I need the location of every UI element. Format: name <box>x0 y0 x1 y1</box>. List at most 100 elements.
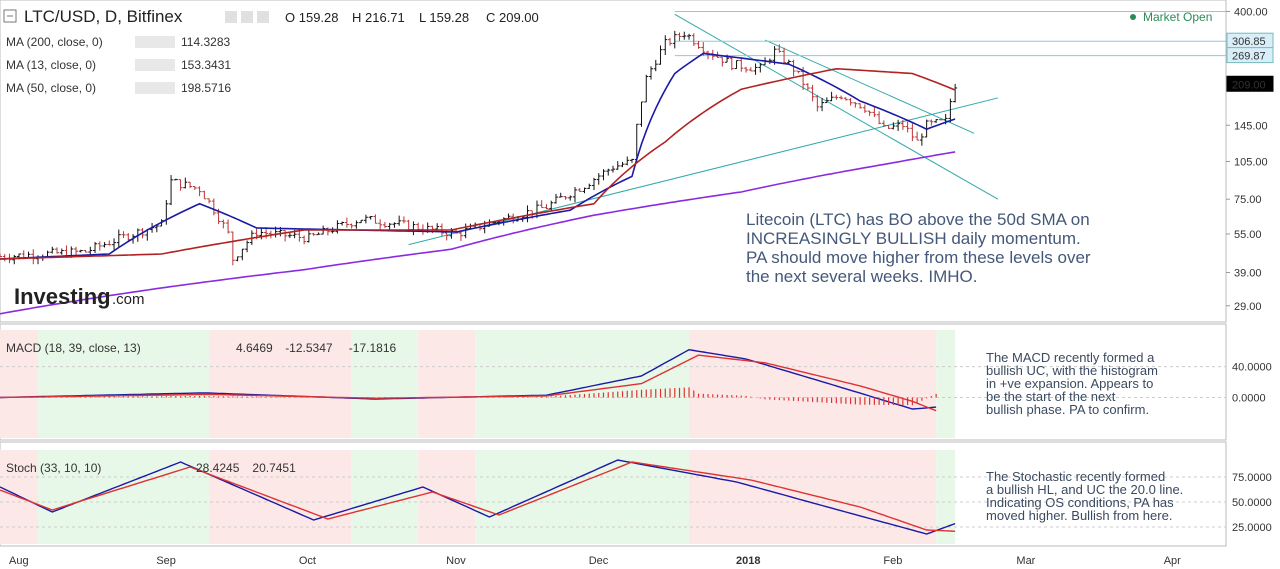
zone-band <box>936 450 956 544</box>
price-label-box <box>1226 47 1274 64</box>
zone-band <box>351 330 419 438</box>
candles <box>0 30 958 266</box>
ma-line-2 <box>0 67 956 260</box>
stoch-panel: 75.0000 50.0000 25.0000 <box>0 459 1272 535</box>
symbol-title: LTC/USD, D, Bitfinex <box>24 7 183 26</box>
price-tick-label: 400.00 <box>1234 6 1268 18</box>
zone-band <box>418 330 476 438</box>
macd-panel: 40.0000 0.0000 <box>0 348 1272 412</box>
indicator-tick-label: 25.0000 <box>1232 522 1272 534</box>
macd-legend: MACD (18, 39, close, 13) 4.6469 -12.5347 -1… <box>6 341 396 355</box>
ma-legend: MA (200, close, 0) 114.3283 MA (13, close,… <box>6 35 231 95</box>
price-annotation-line: the next several weeks. IMHO. <box>746 267 977 286</box>
time-tick-label: Dec <box>589 555 609 567</box>
zone-band <box>475 330 690 438</box>
price-tick-label: 145.00 <box>1234 120 1268 132</box>
header: LTC/USD, D, Bitfinex O 159.28 H 216.71 L 1… <box>3 7 1212 26</box>
zone-band <box>689 330 937 438</box>
time-axis[interactable]: Aug Sep Oct Nov Dec 2018 Feb Mar Apr <box>9 555 1181 567</box>
logo-main: Investing <box>14 284 111 309</box>
ma-legend-value: 198.5716 <box>181 81 231 95</box>
zone-band <box>0 330 39 438</box>
ma-legend-settings-icon[interactable] <box>135 36 175 48</box>
logo-suffix: .com <box>112 291 145 308</box>
zone-band <box>936 330 956 438</box>
price-tick-label: 39.00 <box>1234 268 1262 280</box>
ohlc-key: O <box>285 10 299 25</box>
ohlc-key: H <box>352 10 365 25</box>
price-label-text: 209.00 <box>1232 79 1266 91</box>
price-tick-label: 75.00 <box>1234 194 1262 206</box>
indicator-tick-label: 40.0000 <box>1232 362 1272 374</box>
indicator-legend-value: -12.5347 <box>285 341 333 355</box>
ohlc-value: 159.28 <box>299 10 339 25</box>
trendline-1 <box>674 13 999 200</box>
stoch-annotation-line: The Stochastic recently formed <box>986 469 1165 484</box>
ohlc-value: 159.28 <box>429 10 469 25</box>
macd-background-zones <box>0 330 956 438</box>
macd-annotation-line: in +ve expansion. Appears to <box>986 376 1153 391</box>
ohlc-key: L <box>419 10 429 25</box>
indicator-legend-value: 20.7451 <box>252 461 296 475</box>
price-tick-label: 55.00 <box>1234 229 1262 241</box>
indicator-legend-label: MACD (18, 39, close, 13) <box>6 341 141 355</box>
ma-legend-settings-icon[interactable] <box>135 82 175 94</box>
price-label-text: 306.85 <box>1232 36 1266 48</box>
price-annotation-line: Litecoin (LTC) has BO above the 50d SMA … <box>746 210 1090 229</box>
ohlc-key: C <box>486 10 499 25</box>
symbol-settings-icons[interactable] <box>225 11 269 23</box>
price-annotation-line: INCREASINGLY BULLISH daily momentum. <box>746 229 1081 248</box>
zone-band <box>689 450 937 544</box>
stoch-legend: Stoch (33, 10, 10) 28.4245 20.7451 <box>6 461 296 475</box>
ma-legend-settings-icon[interactable] <box>135 59 175 71</box>
ma-legend-label: MA (50, close, 0) <box>6 81 96 95</box>
stoch-annotation-line: moved higher. Bullish from here. <box>986 508 1172 523</box>
zone-band <box>475 450 690 544</box>
ohlc-value: 209.00 <box>499 10 539 25</box>
price-label-box <box>1226 75 1274 92</box>
stoch-annotation-line: a bullish HL, and UC the 20.0 line. <box>986 482 1183 497</box>
macd-annotation-line: bullish phase. PA to confirm. <box>986 402 1149 417</box>
price-tick-label: 29.00 <box>1234 301 1262 313</box>
zone-band <box>38 450 210 544</box>
time-tick-label: Mar <box>1016 555 1035 567</box>
price-axis[interactable]: 400.00280.00209.00145.00105.0075.0055.00… <box>1226 6 1274 313</box>
indicator-legend-label: Stoch (33, 10, 10) <box>6 461 101 475</box>
macd-annotation-line: The MACD recently formed a <box>986 350 1155 365</box>
ohlc-readout: O 159.28 H 216.71 L 159.28 C 209.00 <box>285 10 539 25</box>
trendlines <box>408 10 1226 246</box>
time-tick-label: 2018 <box>736 555 760 567</box>
macd-annotation-line: be the start of the next <box>986 389 1116 404</box>
indicator-tick-label: 75.0000 <box>1232 472 1272 484</box>
investing-logo: Investing .com <box>14 284 145 309</box>
stoch-background-zones <box>0 450 956 544</box>
price-annotation-line: PA should move higher from these levels … <box>746 248 1091 267</box>
ma-line-0 <box>0 151 956 315</box>
time-tick-label: Oct <box>299 555 316 567</box>
ma-legend-label: MA (13, close, 0) <box>6 58 96 72</box>
ma-line-1 <box>0 52 956 260</box>
zone-band <box>38 330 210 438</box>
zone-band <box>209 330 352 438</box>
indicator-tick-label: 0.0000 <box>1232 392 1266 404</box>
market-open-dot-icon <box>1130 14 1136 20</box>
time-tick-label: Sep <box>156 555 176 567</box>
indicator-legend-value: -17.1816 <box>349 341 397 355</box>
macd-annotation-line: bullish UC, with the histogram <box>986 363 1158 378</box>
ma-legend-label: MA (200, close, 0) <box>6 35 103 49</box>
indicator-line-1 <box>0 461 956 532</box>
indicator-tick-label: 50.0000 <box>1232 497 1272 509</box>
ohlc-value: 216.71 <box>365 10 405 25</box>
market-status: Market Open <box>1143 10 1212 24</box>
zone-band <box>351 450 419 544</box>
time-tick-label: Nov <box>446 555 466 567</box>
time-tick-label: Feb <box>883 555 902 567</box>
ma-legend-value: 114.3283 <box>181 35 230 49</box>
stoch-annotation-line: Indicating OS conditions, PA has <box>986 495 1174 510</box>
time-tick-label: Apr <box>1164 555 1181 567</box>
ma-legend-value: 153.3431 <box>181 58 231 72</box>
indicator-legend-value: 4.6469 <box>236 341 273 355</box>
indicator-legend-value: 28.4245 <box>196 461 240 475</box>
